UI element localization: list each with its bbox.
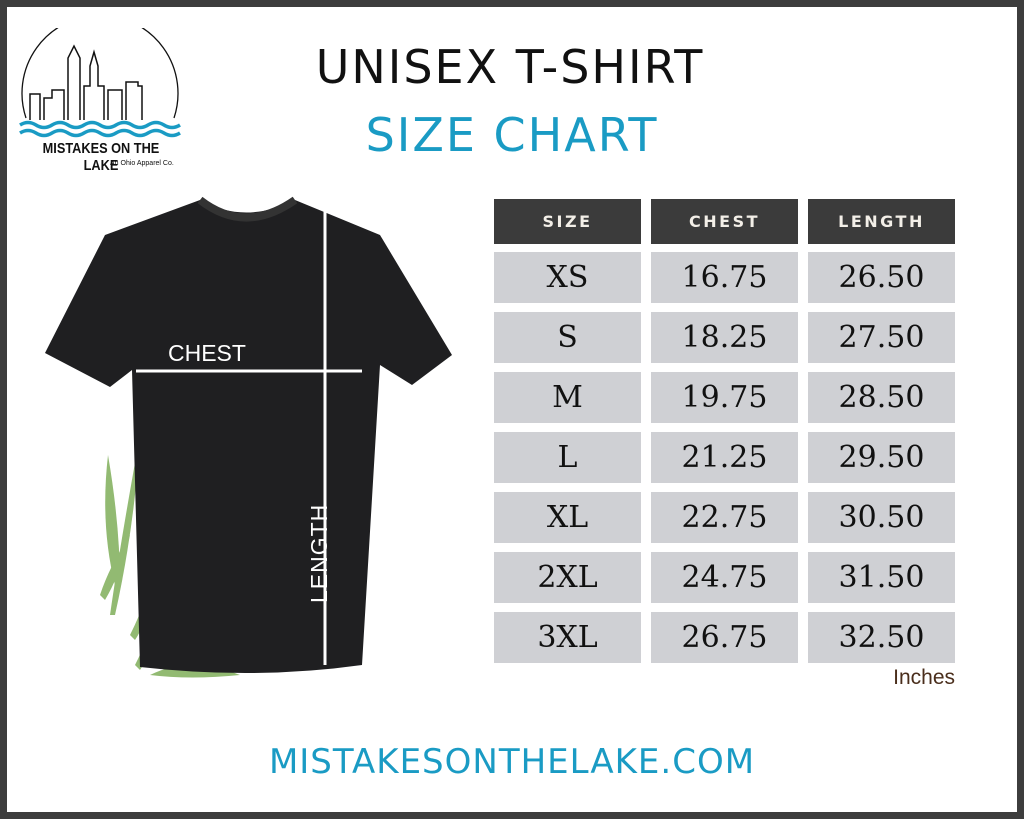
cell-chest: 18.25 bbox=[651, 312, 798, 363]
header-chest: CHEST bbox=[651, 199, 798, 244]
cell-length: 27.50 bbox=[808, 312, 955, 363]
cell-chest: 26.75 bbox=[651, 612, 798, 663]
cell-size: S bbox=[494, 312, 641, 363]
logo-name: MISTAKES ON THE LAKE bbox=[42, 140, 160, 174]
skyline-logo-icon bbox=[19, 28, 181, 138]
header-length: LENGTH bbox=[808, 199, 955, 244]
cell-size: XL bbox=[494, 492, 641, 543]
cell-size: L bbox=[494, 432, 641, 483]
cell-chest: 21.25 bbox=[651, 432, 798, 483]
cell-size: 3XL bbox=[494, 612, 641, 663]
length-label: LENGTH bbox=[306, 503, 332, 603]
cell-length: 29.50 bbox=[808, 432, 955, 483]
cell-size: XS bbox=[494, 252, 641, 303]
cell-chest: 16.75 bbox=[651, 252, 798, 303]
cell-size: M bbox=[494, 372, 641, 423]
page-title: UNISEX T-SHIRT bbox=[315, 40, 705, 94]
cell-length: 31.50 bbox=[808, 552, 955, 603]
website-link[interactable]: MISTAKESONTHELAKE.COM bbox=[268, 742, 756, 782]
cell-length: 26.50 bbox=[808, 252, 955, 303]
unit-label: Inches bbox=[893, 666, 955, 689]
tshirt-diagram bbox=[45, 196, 452, 678]
logo-tagline: An Ohio Apparel Co. bbox=[110, 160, 174, 167]
header-size: SIZE bbox=[494, 199, 641, 244]
cell-chest: 24.75 bbox=[651, 552, 798, 603]
cell-length: 32.50 bbox=[808, 612, 955, 663]
cell-size: 2XL bbox=[494, 552, 641, 603]
page-subtitle: SIZE CHART bbox=[365, 108, 659, 162]
cell-length: 30.50 bbox=[808, 492, 955, 543]
cell-chest: 22.75 bbox=[651, 492, 798, 543]
chest-label: CHEST bbox=[168, 340, 246, 366]
cell-length: 28.50 bbox=[808, 372, 955, 423]
cell-chest: 19.75 bbox=[651, 372, 798, 423]
